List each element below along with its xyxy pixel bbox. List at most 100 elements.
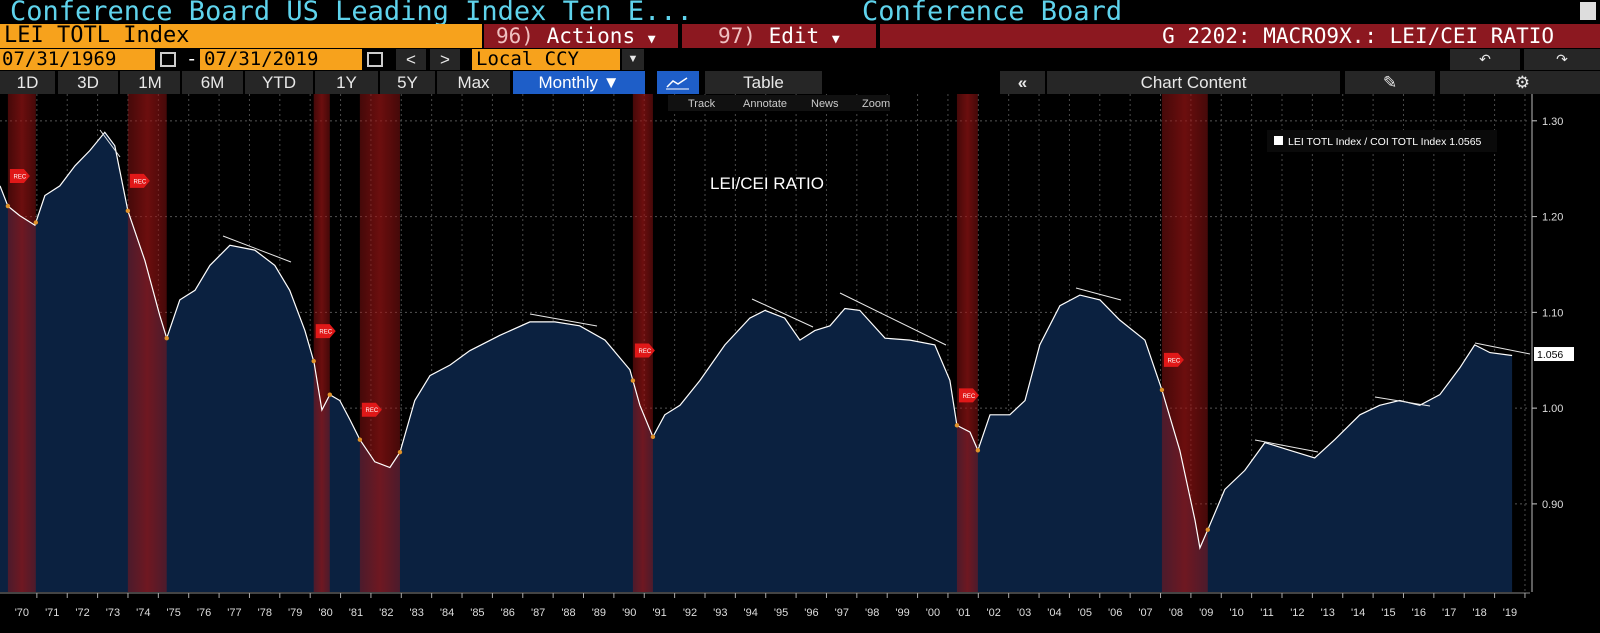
- trend-line: [1254, 439, 1319, 453]
- period-button[interactable]: 3D: [58, 71, 118, 94]
- end-date[interactable]: 07/31/2019: [200, 49, 362, 70]
- period-button[interactable]: 5Y: [380, 71, 435, 94]
- recession-point: [650, 434, 656, 440]
- x-tick-label: '96: [804, 607, 818, 619]
- recession-point: [1205, 527, 1210, 532]
- next-button[interactable]: >: [430, 49, 460, 70]
- y-tick-label: 1.30: [1542, 116, 1563, 128]
- x-tick-label: '71: [45, 607, 59, 619]
- period-button[interactable]: Max: [437, 71, 510, 94]
- rec-marker-label: REC: [639, 349, 652, 355]
- legend-series: LEI TOTL Index / COI TOTL Index: [1288, 136, 1447, 148]
- tool-annotate[interactable]: Annotate: [743, 98, 787, 110]
- x-tick-label: '70: [15, 607, 29, 619]
- rec-marker: [361, 402, 382, 417]
- rec-marker-label: REC: [14, 175, 27, 181]
- x-tick-label: '08: [1169, 607, 1183, 619]
- collapse-button[interactable]: «: [1000, 71, 1045, 94]
- x-tick-label: '19: [1503, 607, 1517, 619]
- chart: 1.056 REC REC REC REC REC REC REC Track Annotat…: [0, 94, 1600, 620]
- x-tick-label: '98: [865, 607, 879, 619]
- settings-button[interactable]: ⚙: [1440, 71, 1600, 94]
- recession-band: [127, 94, 167, 592]
- edit-menu[interactable]: 97) Edit ▼: [682, 24, 876, 48]
- trend-line: [529, 313, 598, 327]
- chart-view-button[interactable]: [657, 71, 699, 94]
- tool-zoom[interactable]: Zoom: [862, 98, 890, 110]
- actions-label: Actions: [546, 24, 636, 48]
- frequency-label: Monthly: [538, 73, 598, 92]
- export-icon[interactable]: [1580, 2, 1596, 20]
- calendar-icon[interactable]: [160, 52, 176, 67]
- period-button[interactable]: 6M: [182, 71, 243, 94]
- recession-band: [313, 94, 330, 592]
- x-tick-label: '06: [1108, 607, 1122, 619]
- x-tick-label: '74: [136, 607, 150, 619]
- calendar-icon[interactable]: [367, 52, 383, 67]
- x-tick-label: '95: [774, 607, 788, 619]
- tool-news[interactable]: News: [811, 98, 839, 110]
- source-title: Conference Board: [862, 0, 1123, 24]
- recession-point: [164, 336, 169, 341]
- currency-dropdown[interactable]: ▼: [622, 49, 644, 70]
- period-button[interactable]: 1M: [120, 71, 180, 94]
- x-tick-label: '93: [713, 607, 727, 619]
- currency-field[interactable]: Local CCY: [472, 49, 620, 70]
- rec-marker-label: REC: [963, 394, 976, 400]
- recession-band: [1161, 94, 1208, 592]
- prev-button[interactable]: <: [396, 49, 426, 70]
- period-button[interactable]: 1Y: [315, 71, 378, 94]
- x-tick-label: '97: [835, 607, 849, 619]
- x-tick-label: '04: [1047, 607, 1061, 619]
- recession-point: [630, 378, 636, 383]
- rec-marker-label: REC: [134, 179, 147, 185]
- table-button[interactable]: Table: [705, 71, 822, 94]
- start-date[interactable]: 07/31/1969: [0, 49, 155, 70]
- actions-menu[interactable]: 96) Actions ▼: [484, 24, 678, 48]
- x-tick-label: '01: [956, 607, 970, 619]
- tool-track[interactable]: Track: [688, 98, 716, 110]
- undo-button[interactable]: ↶: [1450, 49, 1520, 70]
- x-tick-label: '15: [1381, 607, 1395, 619]
- trend-line: [1075, 287, 1122, 301]
- legend-label: LEI TOTL Index / COI TOTL Index 1.0565: [1288, 136, 1482, 148]
- period-button[interactable]: YTD: [245, 71, 313, 94]
- trend-line: [99, 129, 121, 158]
- recession-band: [359, 94, 400, 592]
- x-tick-label: '83: [409, 607, 423, 619]
- x-tick-label: '05: [1078, 607, 1092, 619]
- y-tick-label: 0.90: [1542, 499, 1563, 511]
- x-tick-label: '87: [531, 607, 545, 619]
- legend-value: 1.0565: [1449, 136, 1481, 148]
- trend-line: [1374, 396, 1431, 407]
- chart-toolbar: [668, 95, 890, 111]
- x-tick-label: '11: [1260, 607, 1274, 619]
- x-tick-label: '02: [987, 607, 1001, 619]
- x-tick-label: '80: [318, 607, 332, 619]
- rec-marker: [129, 173, 150, 188]
- value-tag-label: 1.056: [1537, 349, 1563, 361]
- period-button[interactable]: 1D: [0, 71, 55, 94]
- trend-line: [222, 235, 292, 263]
- recession-point: [33, 220, 39, 225]
- x-tick-label: '03: [1017, 607, 1031, 619]
- chart-content-button[interactable]: Chart Content: [1047, 71, 1340, 94]
- x-tick-label: '94: [744, 607, 758, 619]
- redo-button[interactable]: ↷: [1524, 49, 1600, 70]
- trend-line: [751, 298, 814, 328]
- rec-marker-label: REC: [366, 408, 379, 414]
- x-tick-label: '82: [379, 607, 393, 619]
- trend-line: [1474, 342, 1531, 355]
- recession-point: [357, 437, 363, 442]
- x-tick-label: '78: [258, 607, 272, 619]
- rec-marker-label: REC: [319, 330, 332, 336]
- ticker-field[interactable]: LEI TOTL Index: [0, 24, 482, 48]
- rec-marker: [958, 388, 979, 403]
- recession-point: [311, 358, 316, 364]
- edit-chart-button[interactable]: ✎: [1345, 71, 1435, 94]
- x-tick-label: '99: [895, 607, 909, 619]
- x-tick-label: '00: [926, 607, 940, 619]
- recession-band: [956, 94, 978, 592]
- frequency-dropdown[interactable]: Monthly ▼: [513, 71, 645, 94]
